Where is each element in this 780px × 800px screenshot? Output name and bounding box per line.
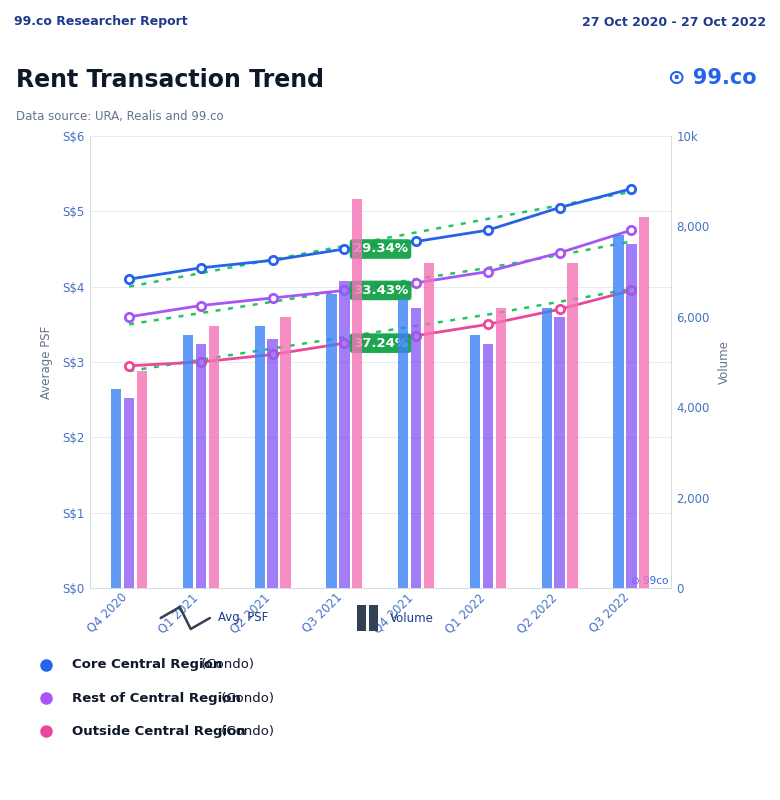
Text: 33.43%: 33.43%	[353, 284, 408, 297]
Text: 99.co Researcher Report: 99.co Researcher Report	[14, 15, 188, 29]
Bar	[613, 235, 623, 588]
Text: (Condo): (Condo)	[197, 658, 254, 671]
Bar	[424, 262, 434, 588]
Text: Volume: Volume	[390, 611, 434, 625]
Text: 37.24%: 37.24%	[353, 337, 408, 350]
Bar	[280, 317, 291, 588]
Bar	[626, 245, 636, 588]
Bar	[567, 262, 578, 588]
Text: Rent Transaction Trend: Rent Transaction Trend	[16, 68, 324, 92]
Bar	[137, 371, 147, 588]
Bar	[339, 281, 349, 588]
Y-axis label: Volume: Volume	[718, 340, 731, 384]
Bar	[196, 344, 206, 588]
Text: Outside Central Region: Outside Central Region	[72, 725, 246, 738]
Bar	[254, 326, 265, 588]
Bar	[357, 605, 366, 631]
Text: Data source: URA, Realis and 99.co: Data source: URA, Realis and 99.co	[16, 110, 223, 123]
Y-axis label: Average PSF: Average PSF	[41, 326, 54, 398]
Text: ⊙ 99.co: ⊙ 99.co	[668, 68, 757, 88]
Text: ⊙ 99co: ⊙ 99co	[630, 576, 668, 586]
Bar	[411, 308, 421, 588]
Bar	[639, 218, 650, 588]
Text: (Condo): (Condo)	[217, 691, 274, 705]
Text: 27 Oct 2020 - 27 Oct 2022: 27 Oct 2020 - 27 Oct 2022	[582, 15, 766, 29]
Bar	[352, 199, 363, 588]
Bar	[111, 389, 122, 588]
Text: Core Central Region: Core Central Region	[72, 658, 222, 671]
Text: 29.34%: 29.34%	[353, 242, 408, 255]
Bar	[541, 308, 552, 588]
Text: Rest of Central Region: Rest of Central Region	[72, 691, 241, 705]
Bar	[268, 339, 278, 588]
Bar	[124, 398, 134, 588]
Bar	[483, 344, 493, 588]
Text: Avg. PSF: Avg. PSF	[218, 611, 268, 625]
Bar	[495, 308, 506, 588]
Bar	[555, 317, 565, 588]
Bar	[369, 605, 378, 631]
Bar	[183, 335, 193, 588]
Bar	[326, 294, 337, 588]
Bar	[398, 298, 409, 588]
Bar	[470, 335, 480, 588]
Bar	[208, 326, 219, 588]
Text: (Condo): (Condo)	[217, 725, 274, 738]
